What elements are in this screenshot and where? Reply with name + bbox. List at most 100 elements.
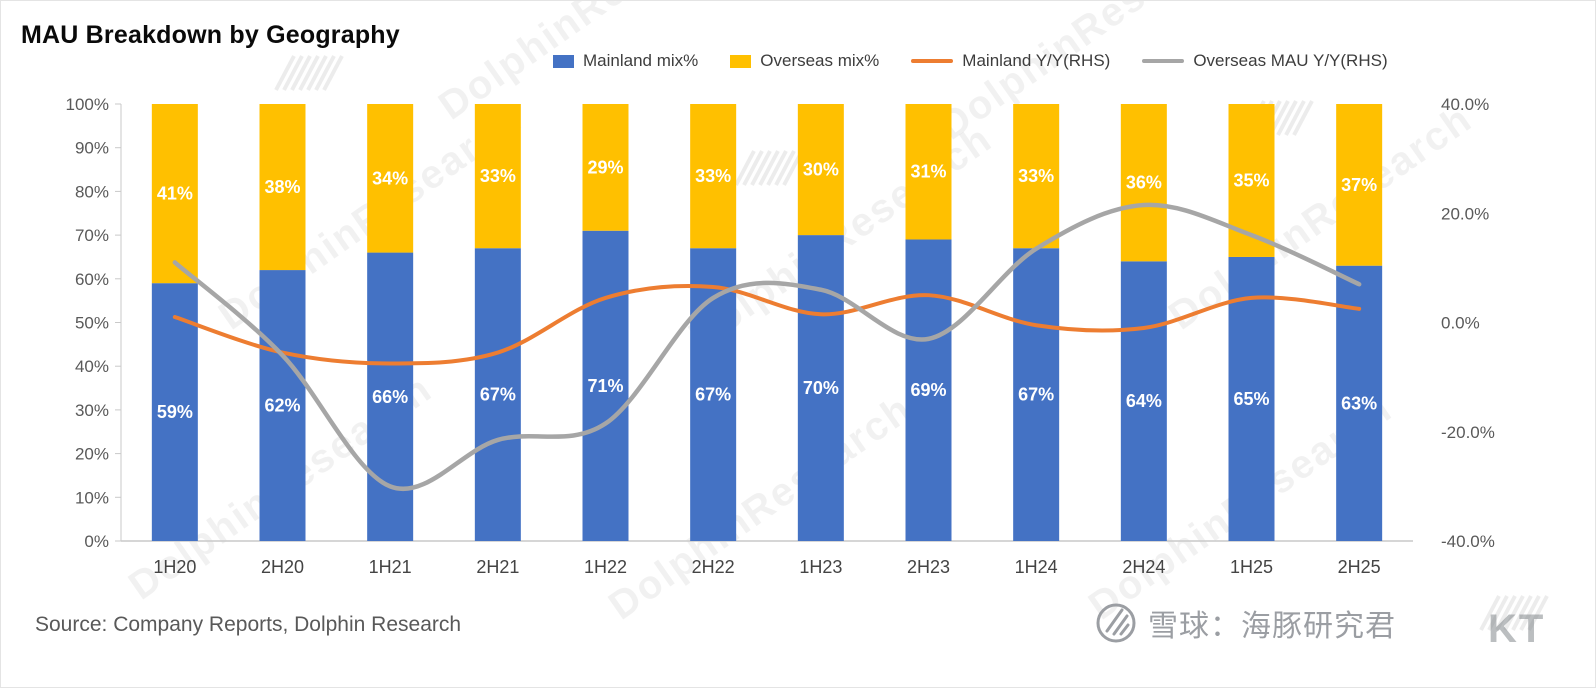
bar-overseas-segment[interactable] bbox=[582, 104, 629, 231]
bar-overseas-segment[interactable] bbox=[797, 104, 844, 236]
watermark-hatch-icon bbox=[322, 55, 344, 91]
x-axis-category-label: 2H23 bbox=[907, 557, 950, 577]
legend-line-swatch-icon bbox=[911, 59, 954, 63]
mainland-bar-label: 62% bbox=[264, 396, 300, 416]
bar-overseas-segment[interactable] bbox=[1336, 104, 1383, 266]
watermark-hatch-icon bbox=[1503, 595, 1525, 631]
mainland-bar-label: 70% bbox=[803, 378, 839, 398]
overseas-bar-label: 29% bbox=[587, 157, 623, 177]
overseas-bar-label: 35% bbox=[1233, 170, 1269, 190]
x-axis-category-label: 1H20 bbox=[153, 557, 196, 577]
mainland-bar-label: 69% bbox=[910, 380, 946, 400]
x-axis-category-label: 2H20 bbox=[261, 557, 304, 577]
overseas-bar-label: 38% bbox=[264, 177, 300, 197]
footer-brand-text: 雪球：海豚研究君 bbox=[1148, 610, 1396, 643]
right-axis-tick-label: -40.0% bbox=[1441, 532, 1495, 551]
x-axis-category-label: 2H21 bbox=[476, 557, 519, 577]
legend-item-overseas-mix[interactable]: Overseas mix% bbox=[730, 51, 879, 71]
bar-overseas-segment[interactable] bbox=[151, 104, 198, 284]
bar-overseas-segment[interactable] bbox=[367, 104, 414, 253]
overseas-bar-label: 30% bbox=[803, 160, 839, 180]
right-axis-tick-label: 20.0% bbox=[1441, 204, 1489, 223]
legend-label: Mainland mix% bbox=[583, 51, 699, 70]
mainland-bar-label: 67% bbox=[695, 385, 731, 405]
left-axis-tick-label: 20% bbox=[75, 445, 109, 464]
legend-item-mainland-mix[interactable]: Mainland mix% bbox=[553, 51, 698, 71]
bar-overseas-segment[interactable] bbox=[690, 104, 737, 249]
watermark-hatch-icon bbox=[1292, 100, 1314, 136]
bar-overseas-segment[interactable] bbox=[1120, 104, 1167, 262]
mainland-bar-label: 63% bbox=[1341, 393, 1377, 413]
x-axis-category-label: 1H21 bbox=[369, 557, 412, 577]
bar-mainland-segment[interactable] bbox=[1336, 265, 1383, 541]
footer-brand: 雪球：海豚研究君 bbox=[1094, 601, 1396, 645]
mainland-bar-label: 65% bbox=[1233, 389, 1269, 409]
overseas-bar-label: 41% bbox=[157, 184, 193, 204]
x-axis-category-label: 2H25 bbox=[1338, 557, 1381, 577]
legend-label: Overseas mix% bbox=[760, 51, 880, 70]
overseas-bar-label: 33% bbox=[480, 166, 516, 186]
watermark-hatch-icon bbox=[774, 150, 796, 186]
legend-label: Overseas MAU Y/Y(RHS) bbox=[1193, 51, 1388, 70]
mainland-bar-label: 59% bbox=[157, 402, 193, 422]
watermark-hatch-icon bbox=[734, 150, 756, 186]
watermark-text: DolphinResearch bbox=[931, 1, 1250, 148]
mainland-bar-label: 66% bbox=[372, 387, 408, 407]
bar-overseas-segment[interactable] bbox=[1013, 104, 1060, 249]
watermark-hatch-icon bbox=[314, 55, 336, 91]
bar-overseas-segment[interactable] bbox=[259, 104, 306, 271]
bar-mainland-segment[interactable] bbox=[151, 283, 198, 541]
legend-square-swatch-icon bbox=[553, 54, 574, 68]
x-axis-category-label: 2H24 bbox=[1122, 557, 1165, 577]
legend-square-swatch-icon bbox=[730, 54, 752, 68]
overseas-bar-label: 36% bbox=[1126, 173, 1162, 193]
watermark-hatch-icon bbox=[758, 150, 780, 186]
watermark-hatch-icon bbox=[298, 55, 320, 91]
bar-mainland-segment[interactable] bbox=[582, 230, 629, 542]
left-axis-tick-label: 50% bbox=[75, 314, 109, 333]
watermark-hatch-icon bbox=[290, 55, 312, 91]
chart-title: MAU Breakdown by Geography bbox=[21, 21, 400, 49]
watermark-hatch-icon bbox=[1284, 100, 1306, 136]
left-axis-tick-label: 90% bbox=[75, 139, 109, 158]
overseas-mau-yy-line bbox=[172, 202, 1362, 491]
mainland-bar-label: 71% bbox=[587, 376, 623, 396]
watermark-hatch-icon bbox=[1511, 595, 1533, 631]
watermark-hatch-icon bbox=[742, 150, 764, 186]
watermark-hatch-icon bbox=[1495, 595, 1517, 631]
left-axis-tick-label: 60% bbox=[75, 270, 109, 289]
watermark-hatch-icon bbox=[1479, 595, 1501, 631]
watermark-hatch-icon bbox=[750, 150, 772, 186]
watermark-text: DolphinResearch bbox=[601, 386, 920, 628]
watermark-hatch-icon bbox=[1276, 100, 1298, 136]
x-axis-category-label: 1H24 bbox=[1015, 557, 1058, 577]
x-axis-category-label: 2H22 bbox=[692, 557, 735, 577]
mainland-bar-label: 64% bbox=[1126, 391, 1162, 411]
legend-item-overseas-mau-yy[interactable]: Overseas MAU Y/Y(RHS) bbox=[1142, 51, 1388, 71]
bar-overseas-segment[interactable] bbox=[905, 104, 952, 240]
left-axis-tick-label: 30% bbox=[75, 401, 109, 420]
watermark-hatch-icon bbox=[1487, 595, 1509, 631]
bar-mainland-segment[interactable] bbox=[259, 270, 306, 541]
bar-mainland-segment[interactable] bbox=[367, 252, 414, 541]
mainland-bar-label: 67% bbox=[480, 385, 516, 405]
watermark-hatch-icon bbox=[274, 55, 296, 91]
left-axis-tick-label: 100% bbox=[66, 95, 109, 114]
x-axis-category-label: 1H25 bbox=[1230, 557, 1273, 577]
overseas-bar-label: 33% bbox=[1018, 166, 1054, 186]
bar-mainland-segment[interactable] bbox=[474, 248, 521, 541]
right-axis-tick-label: 0.0% bbox=[1441, 314, 1480, 333]
bar-overseas-segment[interactable] bbox=[474, 104, 521, 249]
left-axis-tick-label: 0% bbox=[84, 532, 109, 551]
bar-mainland-segment[interactable] bbox=[1013, 248, 1060, 541]
source-note: Source: Company Reports, Dolphin Researc… bbox=[35, 613, 462, 636]
right-axis-tick-label: -20.0% bbox=[1441, 423, 1495, 442]
xueqiu-logo-icon bbox=[1096, 603, 1136, 643]
bar-mainland-segment[interactable] bbox=[1228, 256, 1275, 541]
legend-item-mainland-yy[interactable]: Mainland Y/Y(RHS) bbox=[911, 51, 1110, 71]
bar-mainland-segment[interactable] bbox=[905, 239, 952, 541]
bar-mainland-segment[interactable] bbox=[1120, 261, 1167, 541]
watermark-partial-text: KT bbox=[1488, 607, 1546, 651]
